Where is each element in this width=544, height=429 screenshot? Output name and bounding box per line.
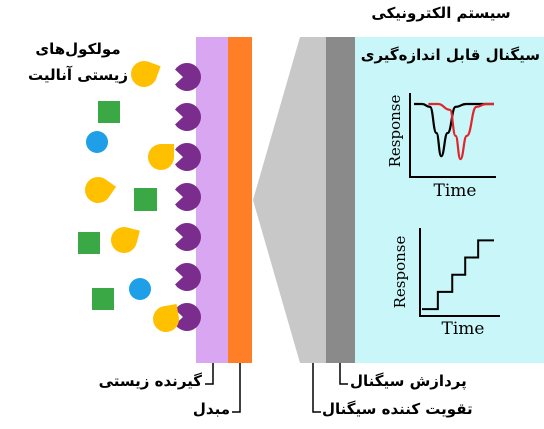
analyte-square-4: [92, 288, 114, 310]
leader-bioreceptor: [205, 363, 214, 385]
graph-top-xlabel: Time: [433, 181, 477, 201]
graph-top-ylabel: Response: [386, 94, 404, 168]
display-panel: [355, 37, 544, 363]
analyte-square-2: [134, 188, 157, 211]
signal-processing-label: پردازش سیگنال: [350, 372, 467, 390]
analytes-label-line1: مولکول‌های: [35, 40, 121, 58]
graph-top-trace-red: [428, 102, 494, 161]
analyte-wedge-2: [148, 144, 174, 170]
amplifier-block: [300, 37, 328, 363]
receptor-4: [175, 183, 201, 211]
analyte-wedge-1: [131, 61, 161, 87]
processor-block: [326, 37, 356, 363]
receptor-7: [175, 303, 201, 332]
analytes-label-line2: زیستی آنالیت: [27, 66, 129, 84]
measurable-signal-label: سیگنال قابل اندازه‌گیری: [360, 46, 540, 64]
graph-bottom-ylabel: Response: [391, 235, 409, 309]
bioreceptor-layer: [196, 37, 230, 363]
leader-transducer: [232, 363, 241, 413]
electronic-system-label: سیستم الکترونیکی: [371, 4, 511, 22]
analyte-wedge-4: [111, 227, 140, 253]
analyte-wedge-3: [85, 177, 117, 203]
receptor-6: [175, 263, 201, 291]
analyte-wedge-5: [153, 303, 179, 332]
analyte-group: [78, 61, 179, 332]
signal-amplifier-label: تقویت کننده سیگنال: [322, 400, 473, 418]
receptor-5: [175, 223, 201, 252]
analyte-circle-2: [129, 278, 151, 300]
response-graph-bottom: [419, 228, 500, 317]
response-graph-top: [409, 93, 496, 178]
receptor-3: [175, 143, 202, 172]
analyte-circle-1: [86, 131, 108, 153]
transducer-label: مبدل: [192, 400, 230, 418]
graph-bottom-xlabel: Time: [441, 319, 485, 339]
leader-signal-processing: [339, 363, 348, 385]
bioreceptor-label: گیرنده زیستی: [98, 372, 202, 390]
transducer-layer: [228, 37, 252, 363]
analyte-square-3: [78, 232, 100, 254]
graph-top-trace-black: [413, 102, 494, 158]
receptor-1: [175, 63, 202, 91]
receptor-2: [175, 103, 202, 131]
leader-signal-amplifier: [312, 363, 321, 413]
analyte-square-1: [98, 101, 120, 123]
signal-funnel: [253, 37, 300, 363]
graph-bottom-trace-step: [422, 239, 494, 311]
receptor-group: [175, 63, 202, 332]
